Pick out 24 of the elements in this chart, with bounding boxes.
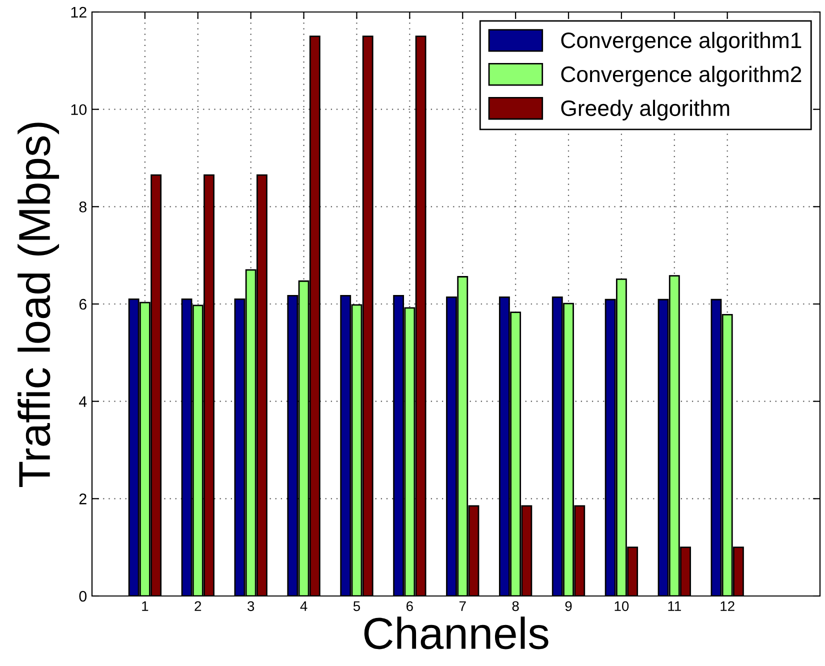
- legend-label: Greedy algorithm: [561, 100, 730, 120]
- x-tick-label: 5: [353, 601, 360, 612]
- y-tick-label: 0: [79, 590, 87, 602]
- x-tick-label: 4: [300, 601, 308, 611]
- x-tick-label: 2: [194, 601, 202, 611]
- x-tick-label: 12: [720, 601, 734, 611]
- legend-label: Convergence algorithm2: [561, 66, 802, 87]
- legend-label: Convergence algorithm1: [561, 32, 802, 53]
- x-tick-label: 9: [565, 601, 572, 612]
- x-tick-label: 6: [406, 601, 413, 612]
- x-tick-label: 10: [614, 601, 629, 612]
- y-axis-title: Traffic load (Mbps): [18, 122, 60, 487]
- x-tick-label: 8: [512, 601, 519, 612]
- x-axis-title: Channels: [364, 616, 548, 650]
- x-tick-label: 7: [459, 601, 466, 611]
- y-tick-label: 6: [79, 298, 86, 310]
- y-tick-label: 4: [78, 396, 87, 407]
- y-tick-label: 10: [71, 104, 87, 116]
- x-tick-label: 1: [142, 601, 148, 611]
- x-tick-label: 3: [248, 601, 254, 612]
- y-tick-label: 12: [71, 6, 86, 18]
- y-tick-label: 2: [79, 494, 86, 504]
- x-tick-label: 11: [668, 601, 681, 611]
- y-tick-label: 8: [79, 202, 86, 212]
